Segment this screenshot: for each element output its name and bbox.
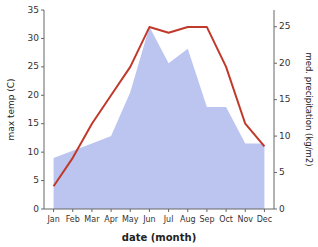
x-tick-label: Sep <box>199 215 214 224</box>
x-tick-label: Aug <box>180 215 196 224</box>
x-tick <box>72 209 73 212</box>
y-tick <box>41 38 44 39</box>
y2-tick-label: 0 <box>279 204 285 214</box>
y2-tick <box>274 172 277 173</box>
y2-tick <box>274 63 277 64</box>
y2-axis-label: med. precipitation (kg/m2) <box>304 52 314 166</box>
x-tick-label: Feb <box>66 215 80 224</box>
y2-tick <box>274 209 277 210</box>
x-tick-label: Jan <box>46 215 59 224</box>
y2-tick <box>274 99 277 100</box>
y2-tick <box>274 26 277 27</box>
x-tick <box>264 209 265 212</box>
y2-tick-label: 15 <box>279 94 290 104</box>
y-tick <box>41 66 44 67</box>
x-axis-label: date (month) <box>122 232 196 243</box>
y-axis-line <box>44 10 45 209</box>
y-tick-label: 5 <box>33 175 39 185</box>
y-tick <box>41 209 44 210</box>
x-tick-label: Dec <box>257 215 272 224</box>
x-tick <box>111 209 112 212</box>
y-tick <box>41 123 44 124</box>
y-tick-label: 20 <box>28 90 40 100</box>
chart: 051015202530350510152025JanFebMarAprMayJ… <box>0 0 318 247</box>
x-tick <box>245 209 246 212</box>
x-tick <box>168 209 169 212</box>
x-tick <box>187 209 188 212</box>
y-tick <box>41 152 44 153</box>
x-tick-label: Nov <box>237 215 253 224</box>
temperature-line <box>54 27 265 186</box>
y-tick <box>41 180 44 181</box>
y2-tick-label: 20 <box>279 58 291 68</box>
x-tick <box>91 209 92 212</box>
y-tick-label: 10 <box>28 147 40 157</box>
plot-area <box>54 27 265 209</box>
y-axis-label: max temp (C) <box>6 78 16 140</box>
x-tick-label: Oct <box>219 215 233 224</box>
x-tick <box>130 209 131 212</box>
x-tick-label: Mar <box>84 215 100 224</box>
y2-tick <box>274 136 277 137</box>
y-tick-label: 30 <box>28 33 40 43</box>
x-tick <box>53 209 54 212</box>
y2-tick-label: 25 <box>279 21 290 31</box>
y2-tick-label: 5 <box>279 167 285 177</box>
y2-tick-label: 10 <box>279 131 291 141</box>
x-tick <box>149 209 150 212</box>
x-tick-label: May <box>122 215 139 224</box>
y-tick <box>41 10 44 11</box>
x-tick-label: Jun <box>142 215 156 224</box>
x-tick-label: Jul <box>163 215 174 224</box>
y2-axis-line <box>274 10 275 209</box>
y-tick-label: 0 <box>33 204 39 214</box>
y-tick-label: 35 <box>28 5 39 15</box>
x-tick-label: Apr <box>104 215 119 224</box>
precipitation-area <box>54 27 265 209</box>
y-tick-label: 25 <box>28 61 39 71</box>
y-tick-label: 15 <box>28 118 39 128</box>
x-tick <box>206 209 207 212</box>
x-axis-line <box>44 209 274 210</box>
x-tick <box>226 209 227 212</box>
y-tick <box>41 95 44 96</box>
